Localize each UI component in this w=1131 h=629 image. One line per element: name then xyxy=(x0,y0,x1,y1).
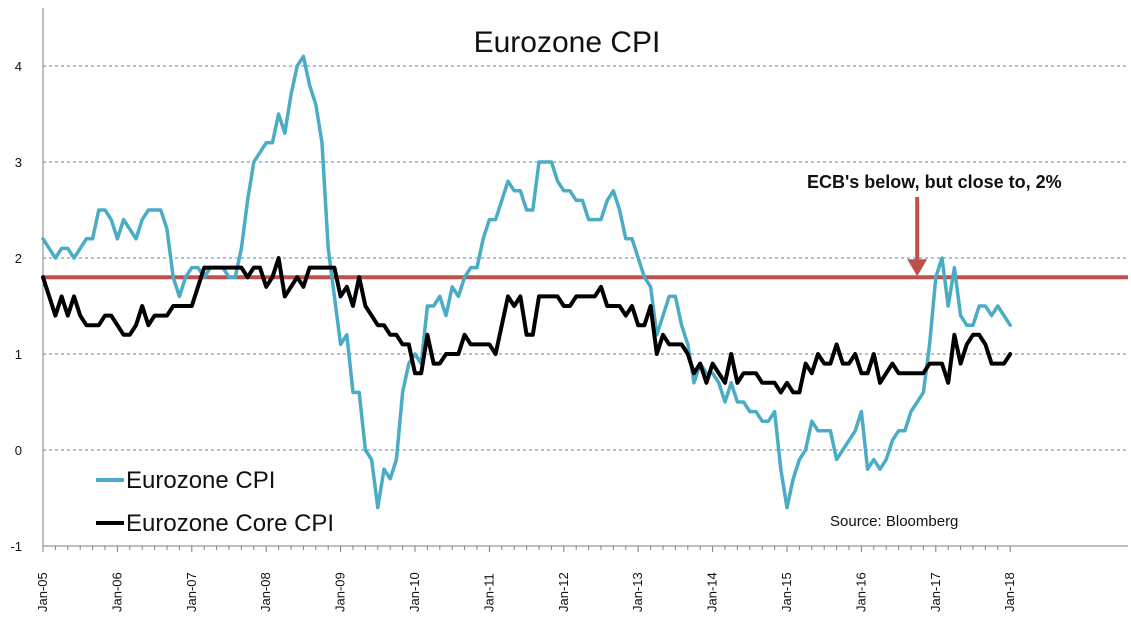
y-tick-label: 0 xyxy=(15,443,22,458)
x-tick-label: Jan-18 xyxy=(1002,572,1017,612)
series-line-eurozone-core-cpi xyxy=(41,256,1013,395)
gridlines xyxy=(43,65,1128,451)
x-tick-label: Jan-08 xyxy=(258,572,273,612)
x-tick-label: Jan-05 xyxy=(35,572,50,612)
x-tick-label: Jan-12 xyxy=(556,572,571,612)
source-note: Source: Bloomberg xyxy=(830,513,958,530)
legend-label-eurozone-core-cpi: Eurozone Core CPI xyxy=(126,510,334,537)
x-tick-label: Jan-07 xyxy=(184,572,199,612)
x-tick-label: Jan-10 xyxy=(407,572,422,612)
annotation-layer xyxy=(907,197,928,277)
x-tick-label: Jan-16 xyxy=(853,572,868,612)
y-tick-label: 1 xyxy=(15,347,22,362)
y-tick-label: 4 xyxy=(15,59,22,74)
y-tick-label: 2 xyxy=(15,251,22,266)
x-tick-label: Jan-09 xyxy=(333,572,348,612)
y-tick-label: -1 xyxy=(10,539,22,554)
series-line-eurozone-cpi xyxy=(41,54,1012,510)
annotation-arrow-head xyxy=(907,259,928,277)
x-tick-label: Jan-17 xyxy=(928,572,943,612)
x-tick-label: Jan-06 xyxy=(109,572,124,612)
annotation-text: ECB's below, but close to, 2% xyxy=(807,172,1062,192)
series-layer xyxy=(41,54,1013,510)
x-tick-label: Jan-14 xyxy=(705,572,720,612)
legend: Eurozone CPI Eurozone Core CPI xyxy=(96,467,334,537)
y-tick-label: 3 xyxy=(15,155,22,170)
chart-title: Eurozone CPI xyxy=(474,26,661,59)
legend-label-eurozone-cpi: Eurozone CPI xyxy=(126,467,275,494)
x-tick-label: Jan-15 xyxy=(779,572,794,612)
axes: -1 0 1 2 3 4 Jan-05 Jan-06 Jan-07 Jan-08 Jan-09 Jan… xyxy=(10,8,1128,612)
x-tick-label: Jan-11 xyxy=(481,573,496,612)
x-tick-label: Jan-13 xyxy=(630,572,645,612)
